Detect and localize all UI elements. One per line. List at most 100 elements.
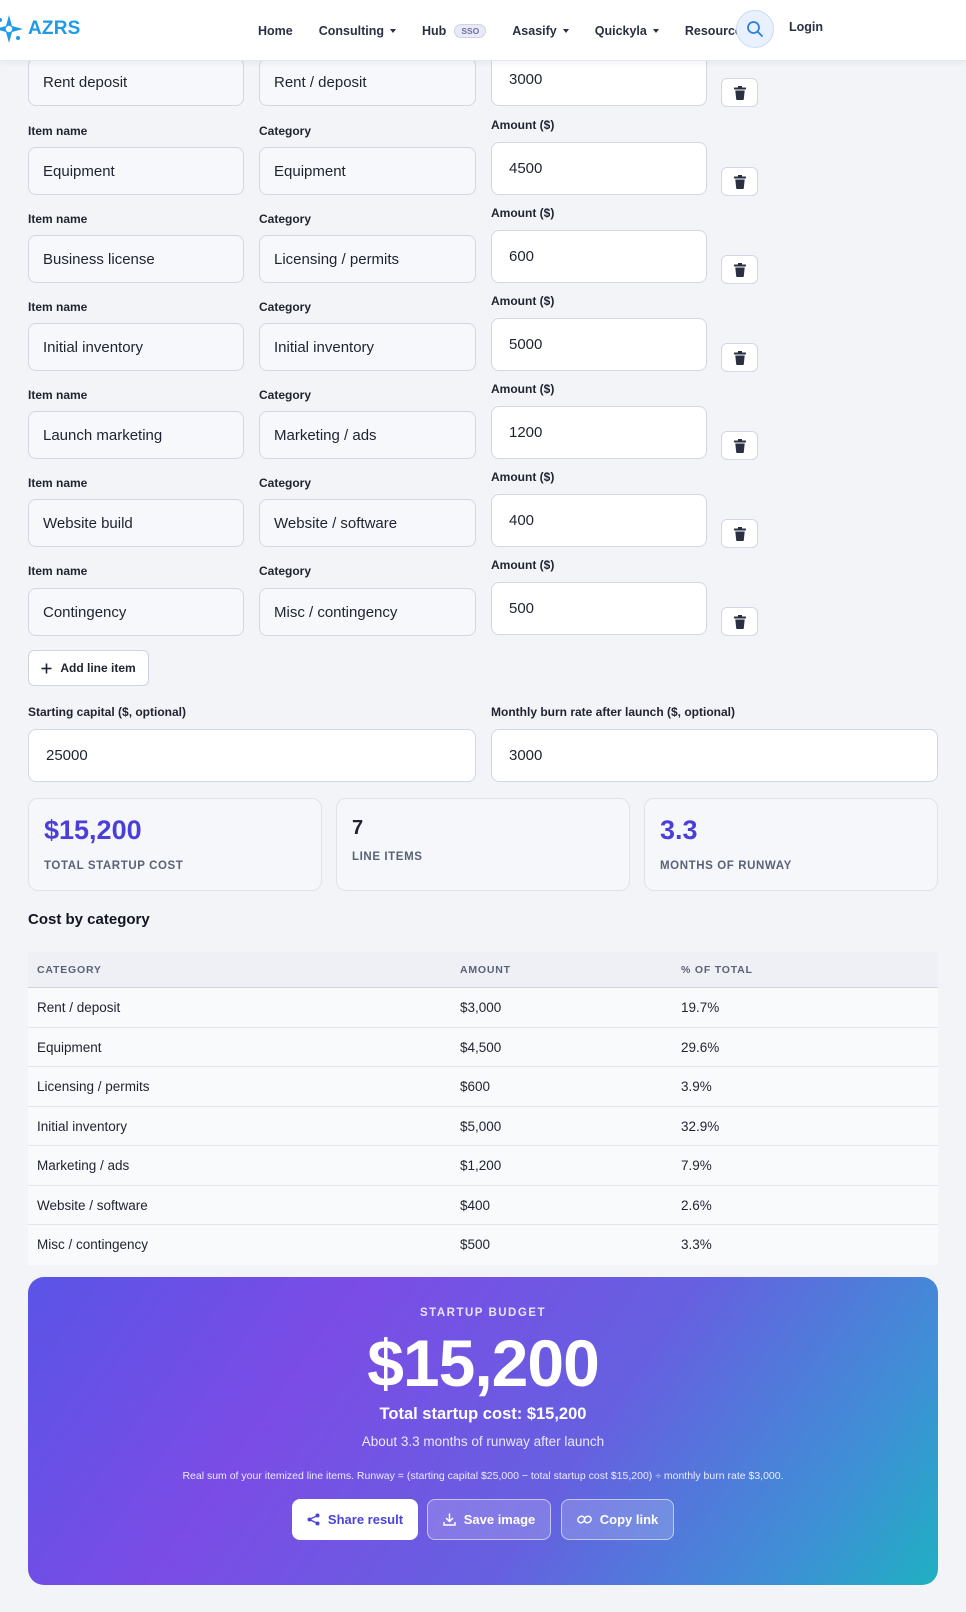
item-name-label: Item name [28,564,88,578]
chevron-down-icon [652,28,659,33]
cell-amount: $5,000 [460,1118,502,1134]
burn-rate-label: Monthly burn rate after launch ($, optio… [491,705,736,719]
table-row: Initial inventory $5,000 32.9% [28,1106,938,1146]
search-button[interactable] [736,10,774,48]
nav-consulting[interactable]: Consulting [319,24,396,38]
share-result-button[interactable]: Share result [292,1499,418,1540]
item-category-input[interactable]: Rent / deposit [259,58,476,106]
item-name-label: Item name [28,212,88,226]
header-percent: % OF TOTAL [681,964,753,976]
trash-icon [733,85,746,100]
item-name-input[interactable]: Rent deposit [28,58,244,106]
item-category-input[interactable]: Licensing / permits [259,235,476,283]
starting-capital-label: Starting capital ($, optional) [28,705,187,719]
category-label: Category [259,124,312,138]
brand-name: AZRS [28,18,81,39]
item-amount-input[interactable]: 400 [491,494,707,547]
item-name-label: Item name [28,476,88,490]
item-name-input[interactable]: Contingency [28,588,244,636]
delete-item-button[interactable] [721,167,758,196]
cell-category: Misc / contingency [37,1237,149,1252]
stat-value: 3.3 [660,815,698,845]
item-amount-input[interactable]: 1200 [491,406,707,459]
nav-links: Home Consulting Hub SSO Asasify Quickyla… [258,0,787,61]
cell-amount: $600 [460,1079,491,1094]
cell-amount: $400 [460,1197,491,1213]
delete-item-button[interactable] [721,607,758,636]
login-link[interactable]: Login [789,20,824,34]
starting-capital-input[interactable]: 25000 [28,729,476,782]
nav-home[interactable]: Home [258,24,293,38]
nav-asasify[interactable]: Asasify [512,23,569,38]
share-icon [307,1513,320,1526]
item-amount-input[interactable]: 4500 [491,142,707,195]
item-amount-input[interactable]: 500 [491,582,707,635]
amount-label: Amount ($) [491,382,555,396]
cell-category: Marketing / ads [37,1158,130,1173]
stat-value: 7 [352,817,364,839]
stat-card-runway: 3.3 MONTHS OF RUNWAY [644,798,938,891]
search-icon [747,21,763,37]
delete-item-button[interactable] [721,78,758,107]
delete-item-button[interactable] [721,255,758,284]
cell-category: Licensing / permits [37,1079,150,1094]
top-navbar: AZRS Home Consulting Hub SSO Asasify Qui… [0,0,966,61]
delete-item-button[interactable] [721,519,758,548]
category-label: Category [259,212,312,226]
cell-percent: 19.7% [681,1000,720,1015]
amount-label: Amount ($) [491,558,555,572]
nav-resources-label: Resources [684,23,749,38]
cell-percent: 29.6% [681,1039,720,1055]
amount-label: Amount ($) [491,470,555,484]
startup-budget-result: STARTUP BUDGET $15,200 Total startup cos… [28,1277,938,1585]
nav-quickyla[interactable]: Quickyla [595,24,659,38]
item-name-input[interactable]: Website build [28,499,244,547]
nav-asasify-label: Asasify [512,23,557,38]
item-name-label: Item name [28,124,88,138]
brand-logo[interactable]: AZRS [0,14,81,44]
cost-by-category-title: Cost by category [28,911,150,928]
download-icon [442,1513,456,1526]
delete-item-button[interactable] [721,343,758,372]
item-name-input[interactable]: Initial inventory [28,323,244,371]
result-eyebrow: STARTUP BUDGET [420,1307,546,1319]
category-label: Category [259,388,312,402]
stat-value: $15,200 [44,815,142,845]
copy-link-button[interactable]: Copy link [561,1499,674,1540]
item-category-input[interactable]: Misc / contingency [259,588,476,636]
header-amount: AMOUNT [460,964,511,976]
item-name-input[interactable]: Business license [28,235,244,283]
table-row: Marketing / ads $1,200 7.9% [28,1146,938,1186]
cell-category: Equipment [37,1039,102,1055]
item-name-label: Item name [28,388,88,402]
table-row: Website / software $400 2.6% [28,1185,938,1225]
burn-rate-input[interactable]: 3000 [491,729,938,782]
nav-consulting-label: Consulting [318,23,384,38]
amount-label: Amount ($) [491,294,555,308]
item-category-input[interactable]: Marketing / ads [259,411,476,459]
sso-badge: SSO [454,23,487,38]
delete-item-button[interactable] [721,431,758,460]
item-category-input[interactable]: Website / software [259,499,476,547]
item-amount-input[interactable]: 3000 [491,53,707,106]
nav-hub-label: Hub [422,23,447,38]
table-row: Rent / deposit $3,000 19.7% [28,988,938,1028]
trash-icon [733,174,746,189]
item-name-input[interactable]: Launch marketing [28,411,244,459]
item-name-input[interactable]: Equipment [28,147,244,195]
item-category-input[interactable]: Equipment [259,147,476,195]
item-amount-input[interactable]: 600 [491,230,707,283]
stat-card-line-items: 7 LINE ITEMS [336,798,630,891]
save-image-button[interactable]: Save image [427,1499,551,1540]
item-category-input[interactable]: Initial inventory [259,323,476,371]
add-line-item-button[interactable]: Add line item [28,650,149,686]
item-name-label: Item name [28,300,88,314]
plus-icon [41,663,52,673]
trash-icon [733,262,746,277]
nav-hub[interactable]: Hub SSO [422,23,487,38]
category-label: Category [259,300,312,314]
table-row: Licensing / permits $600 3.9% [28,1067,938,1107]
cell-percent: 7.9% [681,1158,712,1173]
item-amount-input[interactable]: 5000 [491,318,707,371]
cell-amount: $1,200 [460,1158,502,1173]
